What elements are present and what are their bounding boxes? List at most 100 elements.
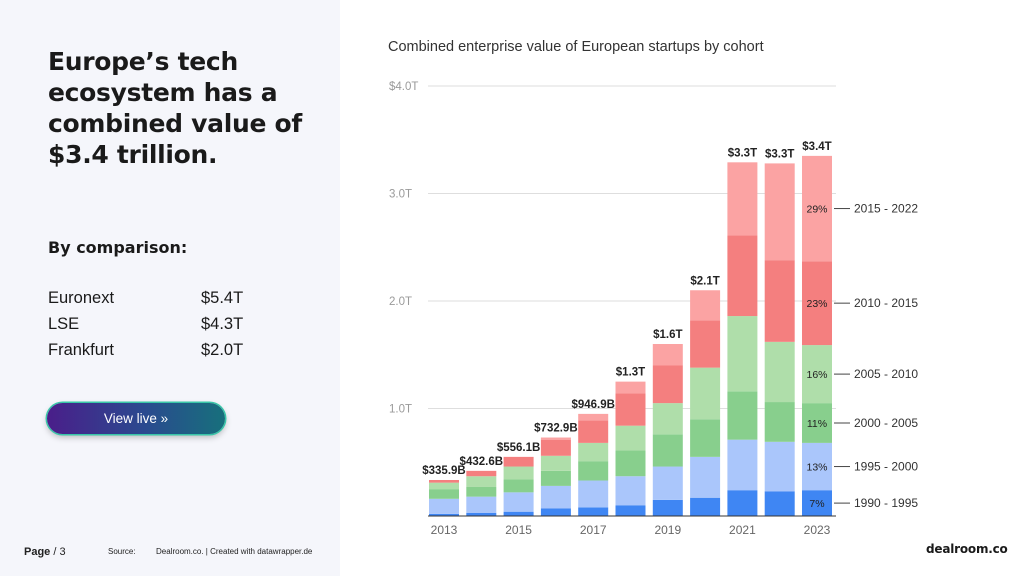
comparison-name: Frankfurt: [48, 341, 115, 359]
page-label: Page: [24, 546, 51, 558]
page-number: Page / 3: [24, 546, 66, 558]
bar-segment: [652, 434, 683, 467]
bar-segment: [690, 497, 721, 516]
bar-segment: [764, 341, 795, 403]
bar-segment: [466, 486, 497, 497]
bar-segment: [540, 470, 571, 486]
bar-segment: [690, 456, 721, 498]
bar-segment: [429, 482, 459, 490]
comparison-heading: By comparison:: [48, 238, 188, 257]
comparison-row: Euronext $5.4T: [48, 289, 308, 315]
bar-segment: [802, 442, 832, 491]
bar-segment: [764, 163, 795, 261]
x-tick-label: 2017: [580, 523, 607, 537]
x-tick-label: 2019: [654, 523, 681, 537]
bar-segment: [690, 367, 721, 420]
share-label: 23%: [806, 298, 827, 310]
chart-title: Combined enterprise value of European st…: [388, 39, 764, 55]
bar-total-label: $732.9B: [534, 423, 577, 435]
bar-segment: [466, 496, 497, 513]
x-tick-label: 2015: [505, 523, 532, 537]
legend-label: 2015 - 2022: [854, 202, 918, 216]
bar-total-label: $1.3T: [616, 367, 645, 379]
share-label: 16%: [806, 369, 827, 381]
bar-total-label: $3.3T: [765, 148, 794, 160]
source-label: Source:: [108, 547, 136, 556]
share-label: 29%: [806, 204, 827, 216]
share-label: 13%: [806, 462, 827, 474]
comparison-value: $4.3T: [201, 315, 244, 333]
bar-total-label: $3.4T: [802, 141, 831, 153]
bar-segment: [690, 290, 721, 321]
legend-label: 1990 - 1995: [854, 496, 918, 510]
bar-segment: [727, 235, 758, 317]
bar-segment: [466, 512, 497, 516]
bar-segment: [802, 403, 832, 443]
bar-segment: [615, 381, 646, 394]
bar-segment: [615, 476, 646, 506]
bar-segment: [652, 466, 683, 500]
bar-segment: [727, 316, 758, 392]
view-live-button[interactable]: View live »: [47, 403, 225, 434]
bar-segment: [764, 402, 795, 442]
bar-segment: [690, 419, 721, 457]
comparison-list: Euronext $5.4T LSE $4.3T Frankfurt $2.0T: [48, 289, 308, 367]
page-count: / 3: [53, 546, 66, 558]
bar-total-label: $556.1B: [497, 442, 540, 454]
bar-total-label: $2.1T: [690, 275, 719, 287]
headline: Europe’s tech ecosystem has a combined v…: [48, 47, 303, 169]
legend-label: 2000 - 2005: [854, 416, 918, 430]
comparison-value: $5.4T: [201, 289, 244, 307]
y-tick-label: $4.0T: [389, 81, 418, 93]
bar-segment: [578, 507, 609, 516]
comparison-name: LSE: [48, 315, 80, 333]
bar-segment: [429, 513, 459, 516]
bar-segment: [578, 461, 609, 481]
bar-segment: [466, 470, 497, 477]
bar-segment: [802, 261, 832, 346]
bar-segment: [429, 498, 459, 514]
bar-segment: [503, 479, 534, 493]
bar-segment: [503, 511, 534, 516]
bar-segment: [615, 450, 646, 477]
legend-label: 2010 - 2015: [854, 296, 918, 310]
bar-segment: [615, 505, 646, 516]
bar-segment: [503, 492, 534, 512]
bar-segment: [578, 442, 609, 462]
bar-segment: [615, 393, 646, 426]
bar-segment: [540, 455, 571, 471]
bar-segment: [540, 508, 571, 516]
bar-total-label: $946.9B: [571, 399, 614, 411]
bar-total-label: $1.6T: [653, 329, 682, 341]
bar-segment: [764, 491, 795, 516]
bar-segment: [802, 345, 832, 404]
left-panel: Europe’s tech ecosystem has a combined v…: [0, 0, 340, 576]
bar-segment: [578, 413, 609, 421]
comparison-name: Euronext: [48, 289, 115, 307]
bar-segment: [727, 162, 758, 236]
x-tick-label: 2023: [804, 523, 831, 537]
bar-segment: [578, 420, 609, 443]
bar-segment: [764, 260, 795, 342]
comparison-row: Frankfurt $2.0T: [48, 341, 308, 367]
bar-segment: [652, 403, 683, 435]
legend-label: 2005 - 2010: [854, 367, 918, 381]
bar-segment: [540, 485, 571, 509]
bar-segment: [690, 320, 721, 368]
legend-label: 1995 - 2000: [854, 460, 918, 474]
comparison-row: LSE $4.3T: [48, 315, 308, 341]
bar-total-label: $432.6B: [460, 456, 503, 468]
bar-segment: [503, 456, 534, 467]
y-tick-label: 1.0T: [389, 404, 412, 416]
x-tick-label: 2013: [431, 523, 458, 537]
y-tick-label: 2.0T: [389, 296, 412, 308]
bar-segment: [615, 425, 646, 451]
bar-segment: [578, 480, 609, 508]
x-tick-label: 2021: [729, 523, 756, 537]
bar-segment: [503, 466, 534, 480]
share-label: 7%: [809, 498, 824, 510]
bar-segment: [727, 490, 758, 516]
bar-segment: [652, 344, 683, 366]
bar-segment: [429, 479, 459, 483]
